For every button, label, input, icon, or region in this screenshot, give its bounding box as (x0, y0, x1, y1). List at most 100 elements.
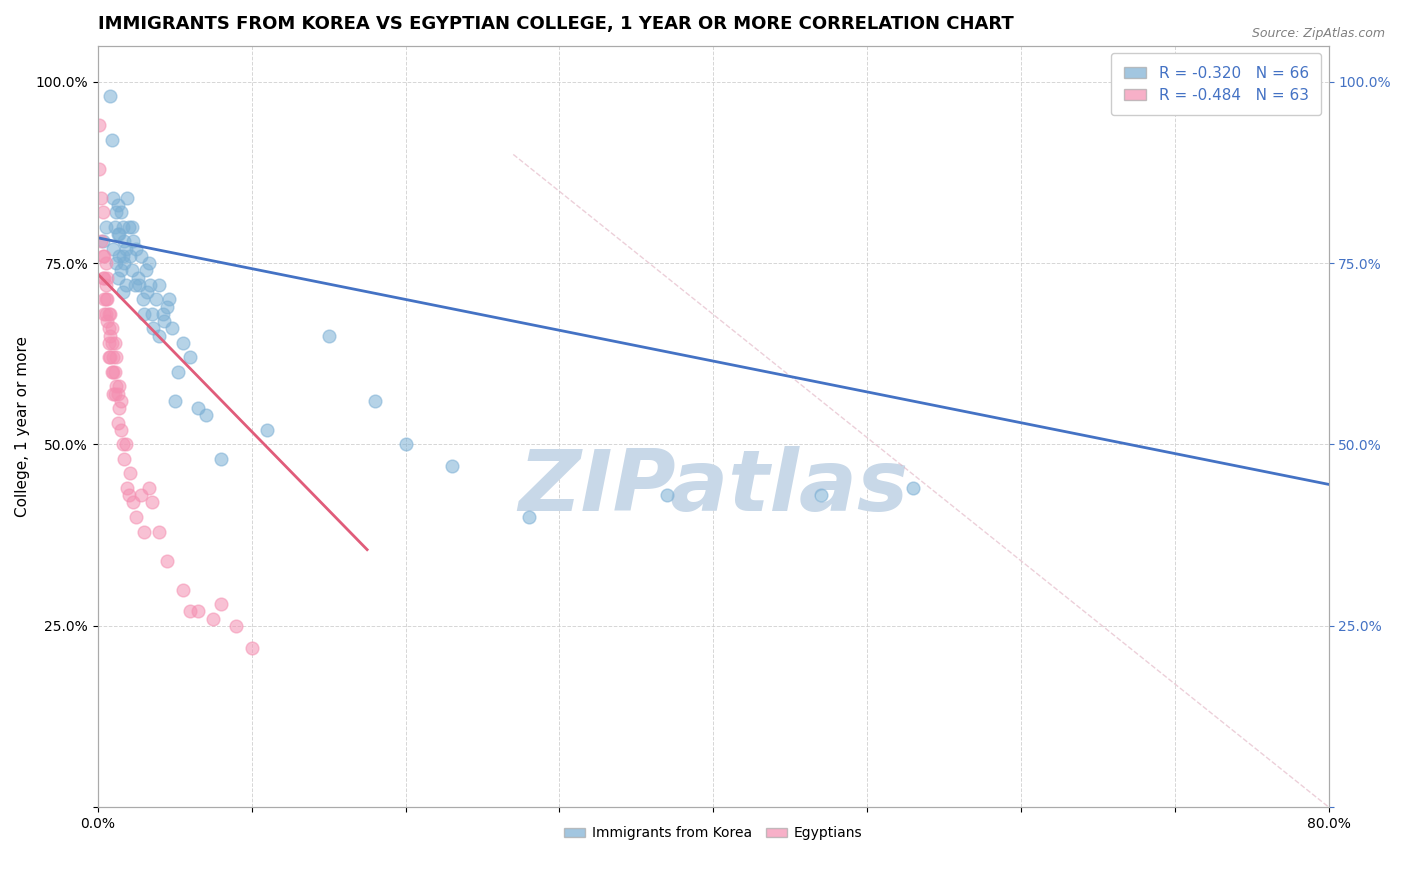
Point (100, 335, 122, 350)
Text: ZIPatlas: ZIPatlas (519, 446, 908, 529)
Point (156, 300, 179, 314)
Point (318, 328, 340, 343)
Y-axis label: College, 1 year or more: College, 1 year or more (15, 336, 30, 516)
Point (104, 386, 127, 401)
Point (225, 619, 247, 633)
Point (111, 219, 134, 234)
Point (94, 219, 117, 234)
Point (112, 256, 135, 270)
Point (194, 409, 217, 423)
Point (111, 285, 134, 300)
Point (187, 604, 209, 618)
Point (148, 328, 170, 343)
Point (98, 89, 121, 103)
Point (94, 293, 117, 307)
Point (160, 321, 183, 335)
Point (187, 401, 209, 416)
Point (105, 379, 128, 393)
Point (240, 640, 263, 655)
Point (114, 242, 136, 256)
Point (107, 270, 129, 285)
Point (98, 351, 121, 365)
Point (97, 335, 120, 350)
Point (129, 249, 152, 263)
Point (110, 394, 132, 409)
Point (141, 307, 163, 321)
Point (202, 611, 225, 625)
Point (93, 270, 115, 285)
Point (105, 256, 128, 270)
Point (136, 285, 159, 300)
Point (105, 205, 128, 219)
Point (91, 270, 114, 285)
Point (103, 365, 125, 379)
Point (105, 351, 128, 365)
Point (93, 307, 115, 321)
Point (98, 328, 121, 343)
Point (96, 293, 118, 307)
Point (394, 437, 416, 451)
Point (110, 423, 132, 437)
Point (97, 321, 120, 335)
Point (97, 351, 120, 365)
Point (110, 205, 132, 219)
Point (93, 293, 115, 307)
Point (103, 242, 125, 256)
Legend: Immigrants from Korea, Egyptians: Immigrants from Korea, Egyptians (558, 821, 868, 846)
Point (128, 277, 150, 292)
Point (100, 365, 122, 379)
Point (107, 227, 129, 242)
Point (91, 205, 114, 219)
Point (104, 219, 127, 234)
Point (125, 510, 148, 524)
Point (139, 277, 162, 292)
Point (104, 365, 127, 379)
Point (179, 351, 201, 365)
Point (91, 235, 114, 249)
Point (124, 277, 146, 292)
Point (118, 219, 141, 234)
Point (107, 198, 129, 212)
Point (100, 133, 122, 147)
Point (97, 307, 120, 321)
Point (148, 277, 170, 292)
Point (122, 495, 145, 509)
Point (172, 335, 194, 350)
Point (111, 249, 134, 263)
Point (142, 321, 165, 335)
Point (122, 235, 145, 249)
Point (156, 553, 179, 567)
Point (103, 386, 125, 401)
Point (96, 270, 118, 285)
Point (132, 307, 155, 321)
Text: IMMIGRANTS FROM KOREA VS EGYPTIAN COLLEGE, 1 YEAR OR MORE CORRELATION CHART: IMMIGRANTS FROM KOREA VS EGYPTIAN COLLEG… (98, 15, 1014, 33)
Point (179, 604, 201, 618)
Point (107, 386, 129, 401)
Text: Source: ZipAtlas.com: Source: ZipAtlas.com (1251, 27, 1385, 40)
Point (96, 314, 118, 328)
Point (127, 270, 149, 285)
Point (115, 481, 138, 495)
Point (112, 235, 135, 249)
Point (93, 249, 115, 263)
Point (98, 307, 121, 321)
Point (145, 293, 167, 307)
Point (440, 459, 463, 474)
Point (104, 335, 127, 350)
Point (131, 293, 153, 307)
Point (364, 394, 387, 409)
Point (903, 481, 925, 495)
Point (108, 401, 131, 416)
Point (118, 488, 141, 502)
Point (152, 307, 174, 321)
Point (121, 219, 143, 234)
Point (163, 394, 186, 409)
Point (103, 351, 125, 365)
Point (120, 249, 142, 263)
Point (94, 307, 117, 321)
Point (121, 263, 143, 277)
Point (90, 235, 112, 249)
Point (135, 263, 157, 277)
Point (148, 524, 170, 539)
Point (141, 495, 163, 509)
